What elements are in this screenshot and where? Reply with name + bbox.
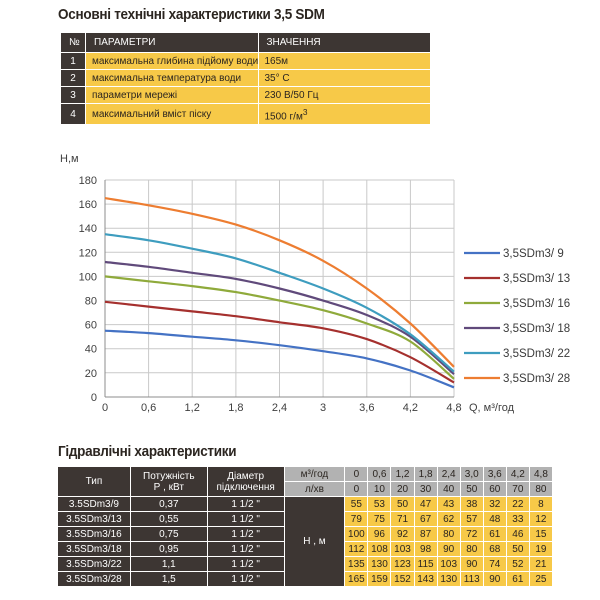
svg-text:3,6: 3,6	[359, 402, 374, 414]
svg-text:160: 160	[79, 199, 97, 211]
svg-text:1,8: 1,8	[228, 402, 243, 414]
svg-text:3,5SDm3/ 16: 3,5SDm3/ 16	[503, 298, 570, 310]
svg-text:3,5SDm3/ 22: 3,5SDm3/ 22	[503, 348, 570, 360]
svg-text:3,5SDm3/ 18: 3,5SDm3/ 18	[503, 323, 570, 335]
svg-text:100: 100	[79, 271, 97, 283]
svg-text:20: 20	[85, 368, 97, 380]
svg-text:4,8: 4,8	[446, 402, 461, 414]
svg-text:3,5SDm3/ 28: 3,5SDm3/ 28	[503, 373, 570, 385]
svg-text:0: 0	[102, 402, 108, 414]
svg-text:40: 40	[85, 344, 97, 356]
svg-text:Q, м³/год: Q, м³/год	[469, 402, 515, 414]
svg-text:H,м: H,м	[60, 153, 79, 165]
svg-text:140: 140	[79, 223, 97, 235]
svg-text:1,2: 1,2	[185, 402, 200, 414]
svg-text:4,2: 4,2	[403, 402, 418, 414]
svg-text:3: 3	[320, 402, 326, 414]
svg-text:3,5SDm3/ 9: 3,5SDm3/ 9	[503, 248, 564, 260]
svg-text:2,4: 2,4	[272, 402, 287, 414]
svg-text:3,5SDm3/ 13: 3,5SDm3/ 13	[503, 273, 570, 285]
svg-text:0,6: 0,6	[141, 402, 156, 414]
svg-text:120: 120	[79, 247, 97, 259]
svg-text:60: 60	[85, 320, 97, 332]
svg-text:0: 0	[91, 392, 97, 404]
svg-text:80: 80	[85, 296, 97, 308]
svg-text:180: 180	[79, 175, 97, 187]
